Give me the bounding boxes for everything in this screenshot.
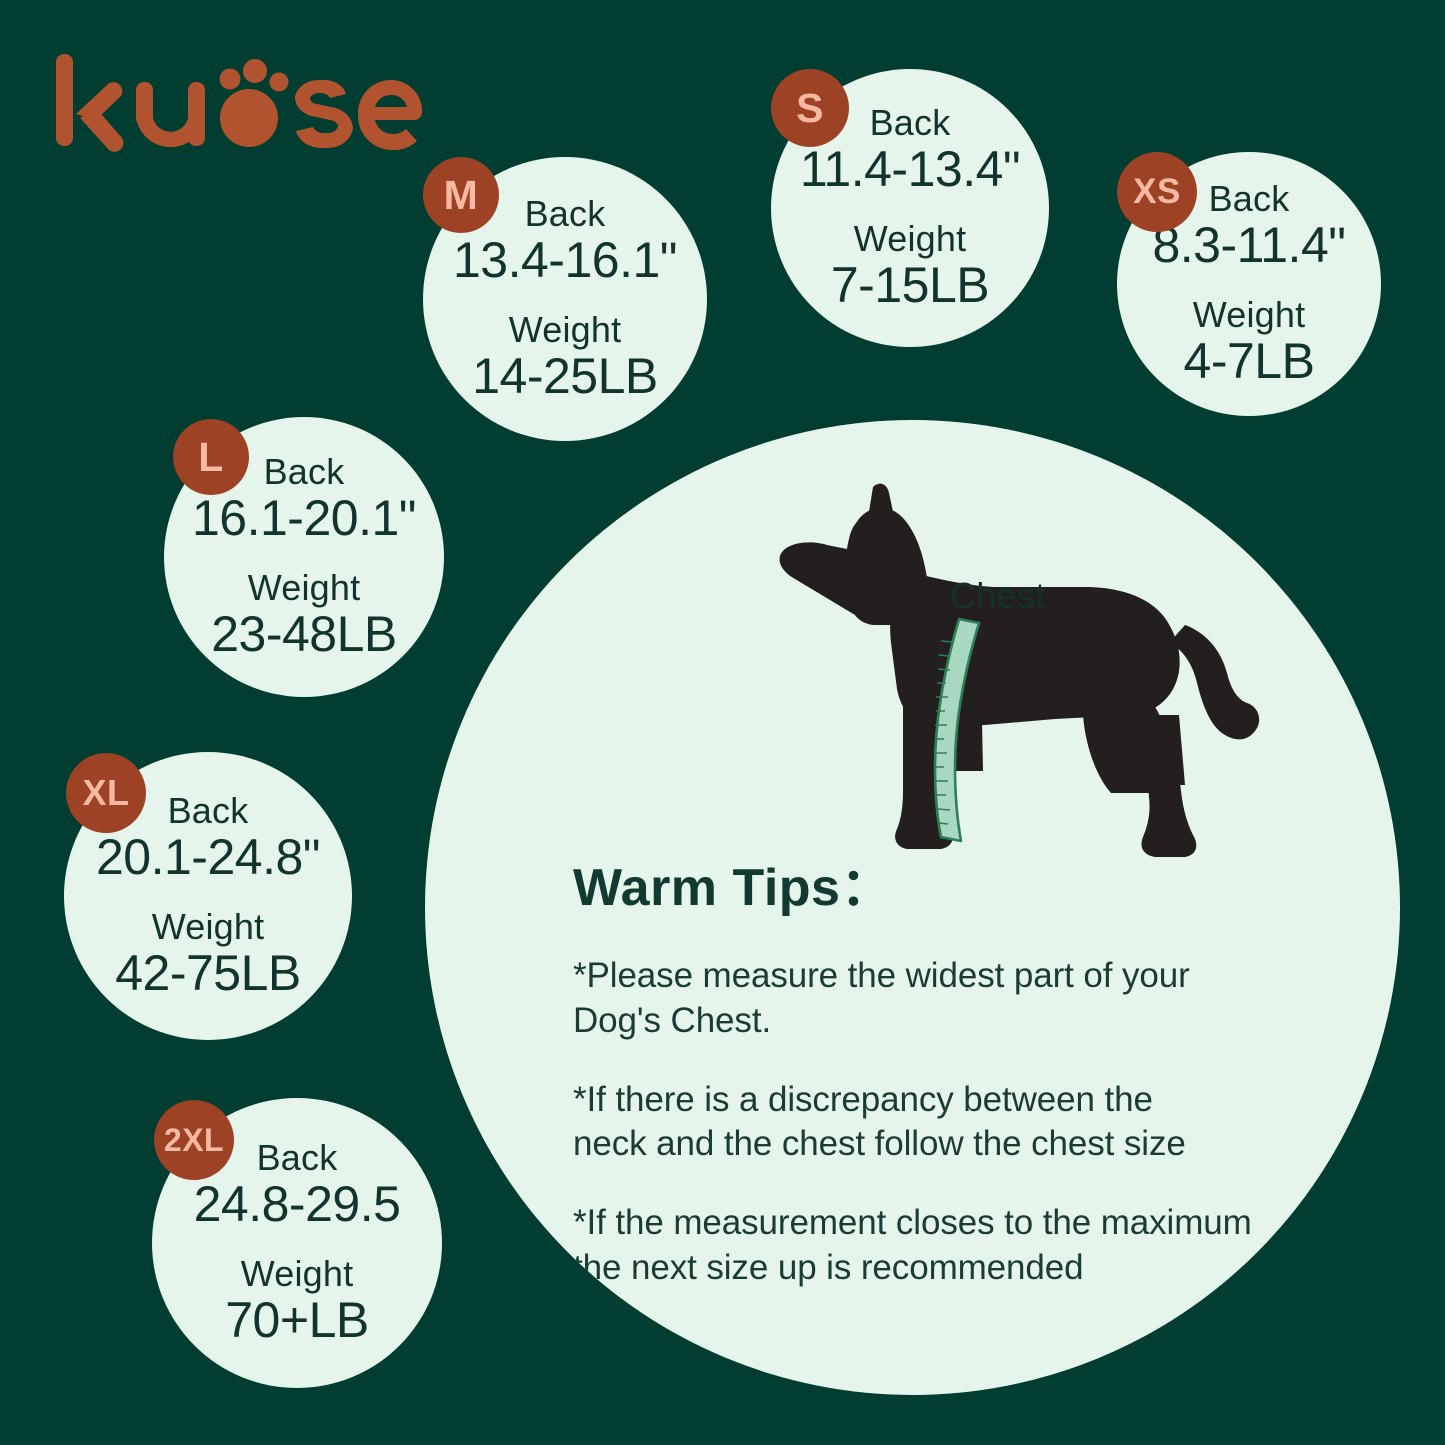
weight-value: 4-7LB [1183, 332, 1315, 389]
measuring-tape-icon [933, 617, 981, 843]
weight-label: Weight [1192, 294, 1306, 335]
size-badge-m[interactable]: M [423, 157, 499, 233]
back-label: Back [167, 790, 249, 832]
size-badge-xl[interactable]: XL [66, 753, 146, 833]
warm-tip-3: *If the measurement closes to the maximu… [573, 1203, 1252, 1287]
back-label: Back [869, 102, 951, 144]
warm-tip-1: *Please measure the widest part of your … [573, 956, 1190, 1040]
size-bubble-s[interactable]: Back 11.4-13.4" Weight 7-15LB [771, 69, 1049, 347]
size-bubble-xl[interactable]: Back 20.1-24.8" Weight 42-75LB [64, 752, 352, 1040]
back-value: 20.1-24.8" [95, 829, 321, 885]
weight-label: Weight [853, 218, 967, 259]
size-badge-l[interactable]: L [173, 419, 249, 495]
back-value: 16.1-20.1" [191, 490, 417, 546]
weight-value: 42-75LB [115, 944, 301, 1001]
weight-value: 23-48LB [211, 605, 397, 662]
weight-label: Weight [151, 906, 265, 947]
back-label: Back [263, 451, 345, 493]
weight-value: 70+LB [225, 1291, 369, 1348]
size-bubble-xs[interactable]: Back 8.3-11.4" Weight 4-7LB [1117, 152, 1381, 416]
weight-value: 7-15LB [830, 256, 990, 313]
back-value: 24.8-29.5 [193, 1176, 401, 1232]
weight-label: Weight [247, 567, 361, 608]
back-value: 13.4-16.1" [452, 232, 678, 288]
chest-label: Chest [950, 575, 1046, 616]
back-label: Back [1208, 178, 1290, 220]
weight-label: Weight [240, 1253, 354, 1294]
back-label: Back [256, 1137, 338, 1179]
warm-tip-2: *If there is a discrepancy between the n… [573, 1079, 1186, 1164]
back-value: 8.3-11.4" [1152, 217, 1346, 273]
size-badge-2xl[interactable]: 2XL [154, 1100, 234, 1180]
weight-value: 14-25LB [472, 347, 658, 404]
size-bubble-l[interactable]: Back 16.1-20.1" Weight 23-48LB [164, 417, 444, 697]
weight-label: Weight [508, 309, 622, 350]
brand-logo [52, 52, 432, 162]
info-circle: Chest Warm Tips： *Please measure the wid… [425, 420, 1400, 1395]
size-badge-s[interactable]: S [771, 69, 849, 147]
warm-tips-section: Warm Tips： *Please measure the widest pa… [573, 845, 1363, 1291]
back-label: Back [524, 193, 606, 235]
back-value: 11.4-13.4" [799, 141, 1021, 197]
size-badge-xs[interactable]: XS [1117, 152, 1197, 232]
warm-tips-heading: Warm Tips： [573, 859, 893, 917]
